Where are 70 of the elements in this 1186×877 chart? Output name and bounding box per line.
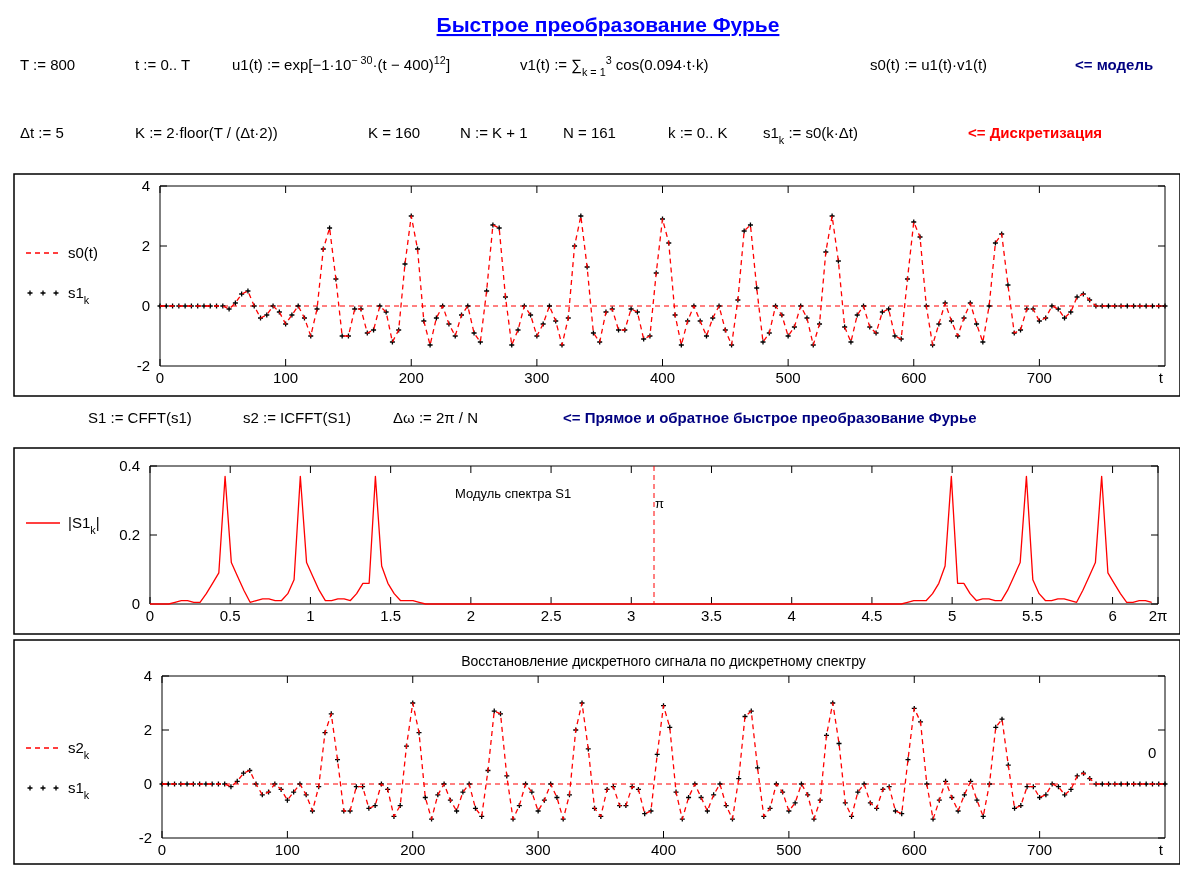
y-tick-label: -2 — [136, 357, 150, 374]
text: N := K + 1 — [460, 124, 528, 141]
x-axis-title: t — [1158, 369, 1164, 386]
annotation: Модуль спектра S1 — [455, 486, 572, 501]
y-tick-label: 0 — [131, 595, 140, 612]
text: u1(t) := exp[−1·10$^{− 30}$·(t − 400)$^{12}$] — [232, 54, 451, 73]
x-tick-label: 600 — [901, 369, 927, 386]
legend-label: s0(t) — [68, 244, 98, 261]
text: s2 := ICFFT(S1) — [243, 409, 351, 426]
legend-label: s1$_{k}$ — [68, 284, 90, 306]
x-tick-label: 2.5 — [540, 607, 562, 624]
x-tick-label: 4 — [787, 607, 796, 624]
text: k := 0.. K — [668, 124, 728, 141]
x-tick-label: 1.5 — [380, 607, 402, 624]
annotation: 0 — [1148, 744, 1157, 761]
text: N = 161 — [563, 124, 616, 141]
y-tick-label: -2 — [138, 829, 152, 846]
text: s0(t) := u1(t)·v1(t) — [870, 56, 988, 73]
x-tick-label: 600 — [901, 841, 927, 858]
x-tick-label: 300 — [524, 369, 550, 386]
text: Δt := 5 — [20, 124, 64, 141]
y-tick-label: 2 — [143, 721, 152, 738]
x-tick-label: 5.5 — [1021, 607, 1043, 624]
y-tick-label: 0 — [143, 775, 152, 792]
y-tick-label: 4 — [141, 177, 150, 194]
x-tick-label: 5 — [947, 607, 957, 624]
text: <= модель — [1075, 56, 1154, 73]
text: t := 0.. T — [135, 56, 191, 73]
text: K := 2·floor(T / (Δt·2)) — [135, 124, 278, 141]
ref-line-label: π — [655, 496, 664, 511]
x-tick-label: 0 — [157, 841, 167, 858]
x-tick-label: 400 — [649, 369, 676, 386]
y-tick-label: 0.4 — [119, 457, 140, 474]
text: K = 160 — [368, 124, 421, 141]
text: v1(t) := ∑$_{k = 1}$$^{3}$ cos(0.094·t·k) — [520, 54, 709, 78]
x-tick-label: 3.5 — [701, 607, 722, 624]
x-tick-label: 3 — [627, 607, 636, 624]
legend-label: s2$_{k}$ — [68, 739, 90, 761]
x-tick-label: 1 — [306, 607, 315, 624]
chart-title: Восстановление дискретного сигнала по дискретному спектру — [461, 653, 866, 669]
x-tick-label: 2π — [1148, 607, 1168, 624]
text: S1 := CFFT(s1) — [88, 409, 192, 426]
text: s1$_{k}$ := s0(k·Δt) — [763, 124, 859, 146]
x-axis-title: t — [1158, 841, 1164, 858]
legend-label: s1$_{k}$ — [68, 779, 90, 801]
y-tick-label: 0 — [141, 297, 150, 314]
x-tick-label: 300 — [525, 841, 551, 858]
x-tick-label: 700 — [1027, 841, 1053, 858]
text: <= Прямое и обратное быстрое преобразование Фурье — [563, 409, 977, 426]
text: T := 800 — [20, 56, 76, 73]
x-tick-label: 0.5 — [219, 607, 241, 624]
x-tick-label: 500 — [776, 841, 802, 858]
x-tick-label: 500 — [775, 369, 801, 386]
x-tick-label: 100 — [273, 369, 299, 386]
y-tick-label: 4 — [143, 667, 152, 684]
x-tick-label: 700 — [1026, 369, 1052, 386]
x-tick-label: 4.5 — [861, 607, 883, 624]
x-tick-label: 200 — [400, 841, 426, 858]
text: <= Дискретизация — [968, 124, 1103, 141]
x-tick-label: 6 — [1108, 607, 1117, 624]
x-tick-label: 2 — [466, 607, 476, 624]
chart-title: Быстрое преобразование Фурье — [436, 13, 780, 36]
y-tick-label: 2 — [141, 237, 150, 254]
y-tick-label: 0.2 — [119, 526, 140, 543]
text: Δω := 2π / N — [393, 409, 479, 426]
legend-label: |S1$_{k}$| — [68, 514, 100, 536]
x-tick-label: 400 — [650, 841, 677, 858]
x-tick-label: 0 — [155, 369, 165, 386]
x-tick-label: 100 — [274, 841, 300, 858]
x-tick-label: 200 — [398, 369, 424, 386]
